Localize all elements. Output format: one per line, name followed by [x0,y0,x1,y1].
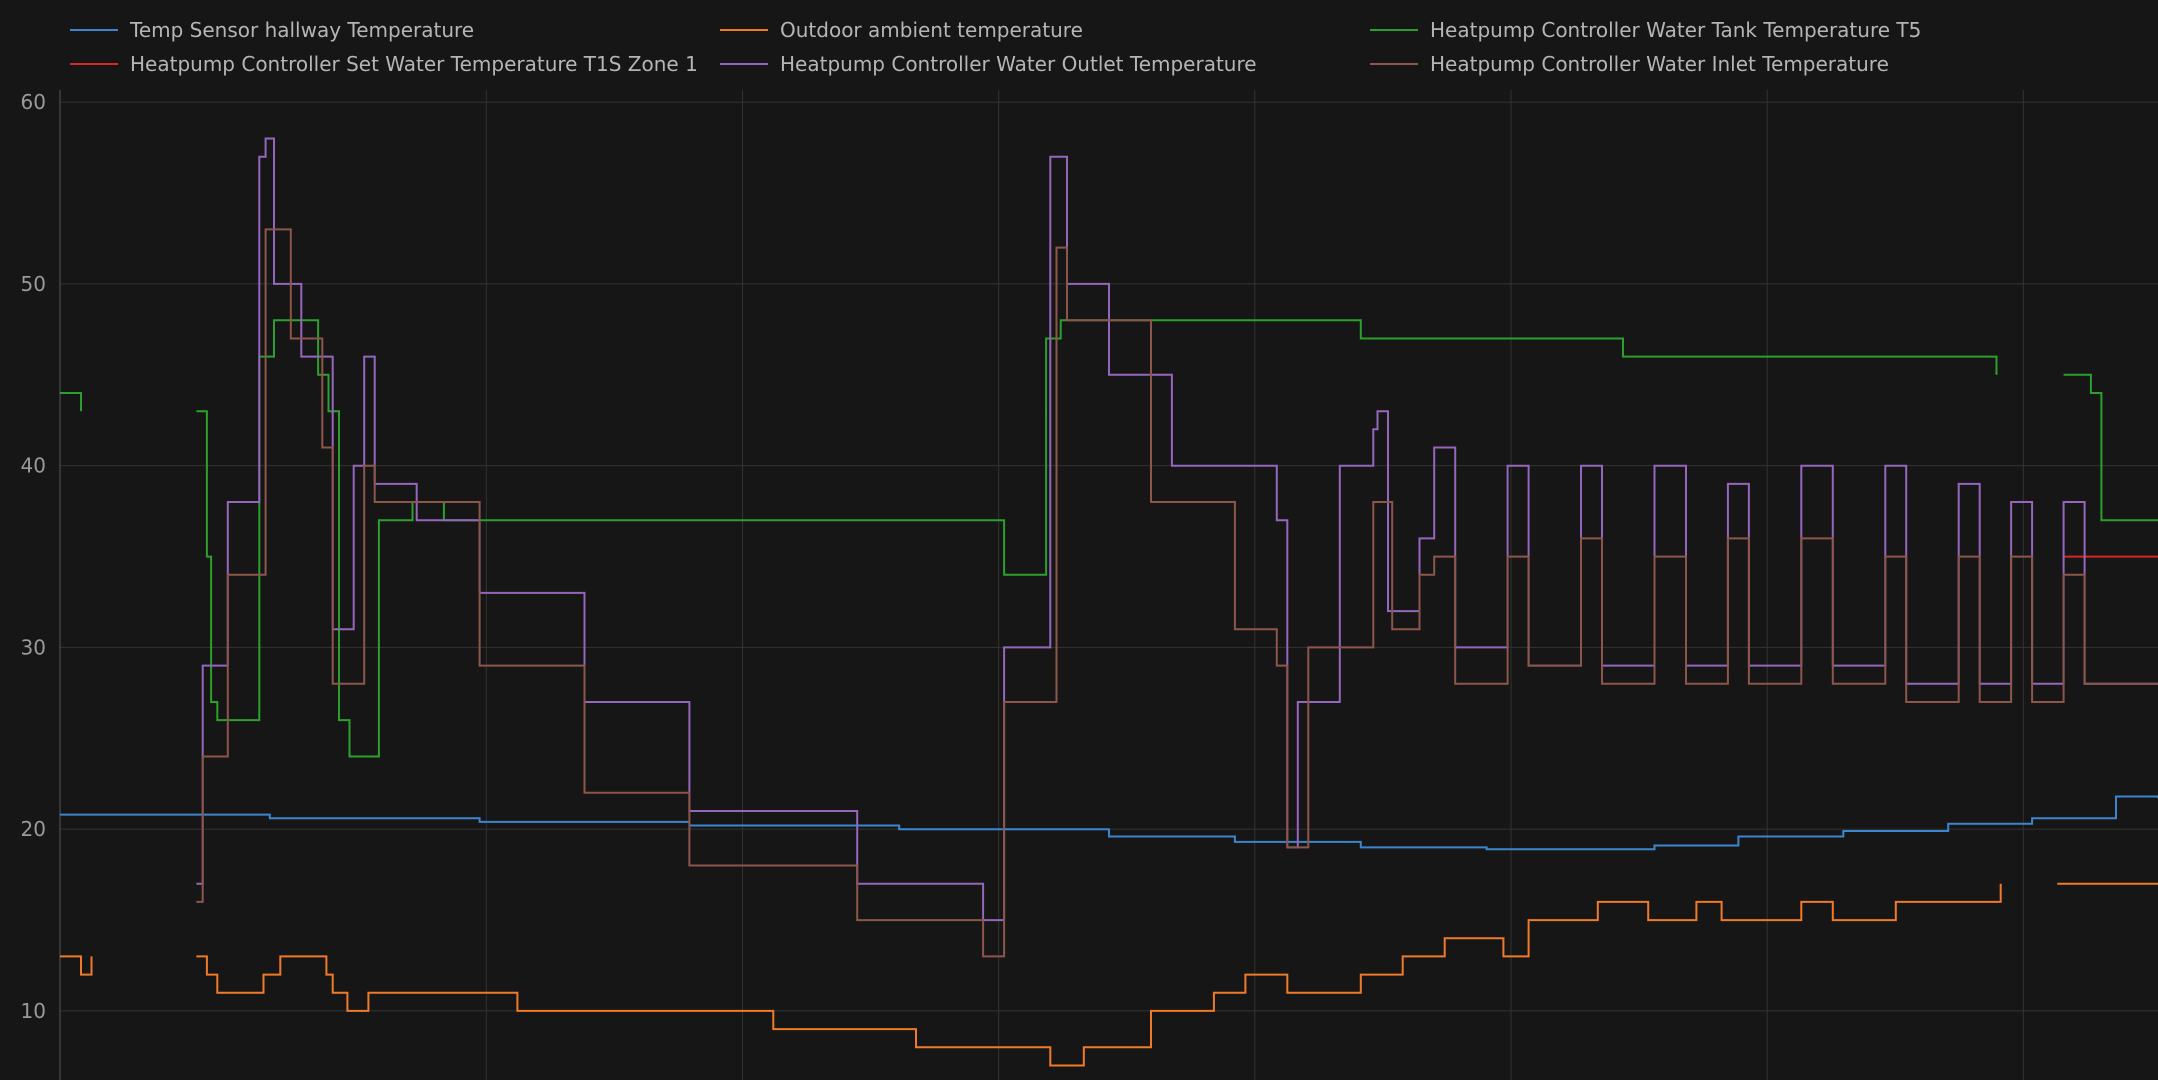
y-tick-label: 20 [21,817,46,841]
legend-item[interactable]: Heatpump Controller Water Inlet Temperat… [1370,49,1889,79]
legend-item[interactable]: Outdoor ambient temperature [720,15,1083,45]
legend-label: Heatpump Controller Water Outlet Tempera… [780,52,1257,76]
legend-item[interactable]: Heatpump Controller Water Outlet Tempera… [720,49,1257,79]
series-line [196,137,2158,922]
legend-swatch [70,29,118,31]
grid-lines [60,90,2158,1080]
legend-swatch [1370,29,1418,31]
series-line [196,228,2158,958]
series-line [60,882,2158,1067]
legend-label: Temp Sensor hallway Temperature [130,18,475,42]
y-tick-label: 50 [21,272,46,296]
legend-item[interactable]: Temp Sensor hallway Temperature [70,15,474,45]
axes: 10 20 30 40 50 60 [21,90,61,1080]
legend-label: Heatpump Controller Water Inlet Temperat… [1430,52,1889,76]
legend-item[interactable]: Heatpump Controller Set Water Temperatur… [70,49,698,79]
y-tick-label: 60 [21,90,46,114]
series-line [60,319,2158,758]
legend-swatch [720,29,768,31]
y-tick-label: 10 [21,999,46,1023]
legend-item[interactable]: Heatpump Controller Water Tank Temperatu… [1370,15,1921,45]
series-line [60,795,2158,851]
chart-legend: Temp Sensor hallway Temperature Outdoor a… [0,0,2158,84]
series-layer [60,137,2158,1067]
legend-label: Heatpump Controller Set Water Temperatur… [130,52,698,76]
legend-label: Outdoor ambient temperature [780,18,1083,42]
legend-swatch [1370,63,1418,65]
legend-label: Heatpump Controller Water Tank Temperatu… [1430,18,1922,42]
y-tick-label: 30 [21,635,46,659]
y-tick-label: 40 [21,454,46,478]
legend-swatch [720,63,768,65]
legend-swatch [70,63,118,65]
